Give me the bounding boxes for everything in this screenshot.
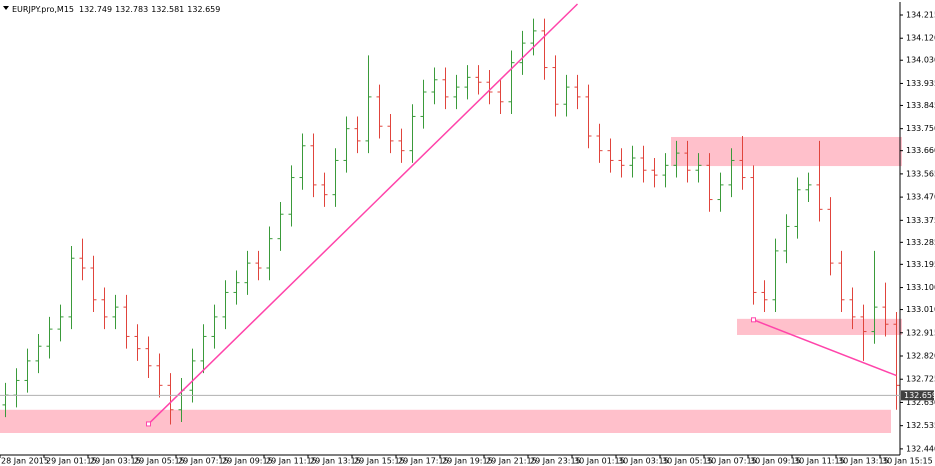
x-tick-label: 29 Jan 09:15 xyxy=(222,457,273,466)
y-tick-label: 133.750 xyxy=(906,124,935,133)
y-tick-label: 133.565 xyxy=(906,169,935,178)
quote-close: 132.659 xyxy=(187,5,220,14)
x-tick-label: 29 Jan 13:15 xyxy=(310,457,361,466)
x-tick-label: 29 Jan 17:15 xyxy=(398,457,449,466)
zone xyxy=(737,318,902,335)
header-arrow xyxy=(3,6,9,10)
y-tick-label: 134.120 xyxy=(906,34,935,43)
x-tick-label: 29 Jan 23:15 xyxy=(530,457,581,466)
y-tick-label: 132.915 xyxy=(906,328,935,337)
x-tick-label: 29 Jan 19:15 xyxy=(442,457,493,466)
x-tick-label: 29 Jan 15:15 xyxy=(354,457,405,466)
symbol: EURJPY.pro,M15 xyxy=(12,5,74,14)
x-tick-label: 29 Jan 05:15 xyxy=(134,457,185,466)
x-tick-label: 28 Jan 2015 xyxy=(1,457,49,466)
x-tick-label: 30 Jan 03:15 xyxy=(618,457,669,466)
x-tick-label: 30 Jan 11:15 xyxy=(794,457,845,466)
x-tick-label: 29 Jan 07:15 xyxy=(178,457,229,466)
y-tick-label: 133.285 xyxy=(906,238,935,247)
y-tick-label: 133.195 xyxy=(906,260,935,269)
y-tick-label: 133.470 xyxy=(906,193,935,202)
x-tick-label: 30 Jan 13:15 xyxy=(838,457,889,466)
x-tick-label: 29 Jan 21:15 xyxy=(486,457,537,466)
quote-open: 132.749 xyxy=(79,5,112,14)
last-price-label: 132.659 xyxy=(904,391,935,400)
y-tick-label: 134.030 xyxy=(906,56,935,65)
y-tick-label: 133.845 xyxy=(906,101,935,110)
quote-low: 132.581 xyxy=(151,5,184,14)
y-tick-label: 133.010 xyxy=(906,305,935,314)
x-tick-label: 30 Jan 07:15 xyxy=(706,457,757,466)
quote-high: 132.783 xyxy=(115,5,148,14)
x-tick-label: 29 Jan 01:15 xyxy=(46,457,97,466)
trendline xyxy=(147,3,579,425)
y-tick-label: 133.375 xyxy=(906,216,935,225)
y-tick-label: 132.725 xyxy=(906,375,935,384)
y-tick-label: 132.535 xyxy=(906,421,935,430)
x-tick-label: 30 Jan 05:15 xyxy=(662,457,713,466)
y-tick-label: 132.820 xyxy=(906,352,935,361)
x-tick-label: 30 Jan 15:15 xyxy=(882,457,933,466)
x-tick-label: 30 Jan 09:15 xyxy=(750,457,801,466)
trendline-anchor xyxy=(751,317,756,323)
y-tick-label: 133.100 xyxy=(906,283,935,292)
y-tick-label: 132.440 xyxy=(906,444,935,453)
y-tick-label: 133.935 xyxy=(906,79,935,88)
zone xyxy=(671,136,902,167)
y-tick-label: 133.660 xyxy=(906,146,935,155)
y-tick-label: 132.630 xyxy=(906,398,935,407)
x-tick-label: 29 Jan 03:15 xyxy=(90,457,141,466)
plot-area xyxy=(0,3,902,433)
trendline xyxy=(753,319,897,377)
x-tick-label: 30 Jan 01:15 xyxy=(574,457,625,466)
last-price-box xyxy=(901,390,934,401)
trendline-anchor xyxy=(146,421,151,427)
x-tick-label: 29 Jan 11:15 xyxy=(266,457,317,466)
y-tick-label: 134.215 xyxy=(906,11,935,20)
zone xyxy=(0,409,891,433)
header: EURJPY.pro,M15 132.749 132.783 132.581 132.6… xyxy=(12,5,220,14)
